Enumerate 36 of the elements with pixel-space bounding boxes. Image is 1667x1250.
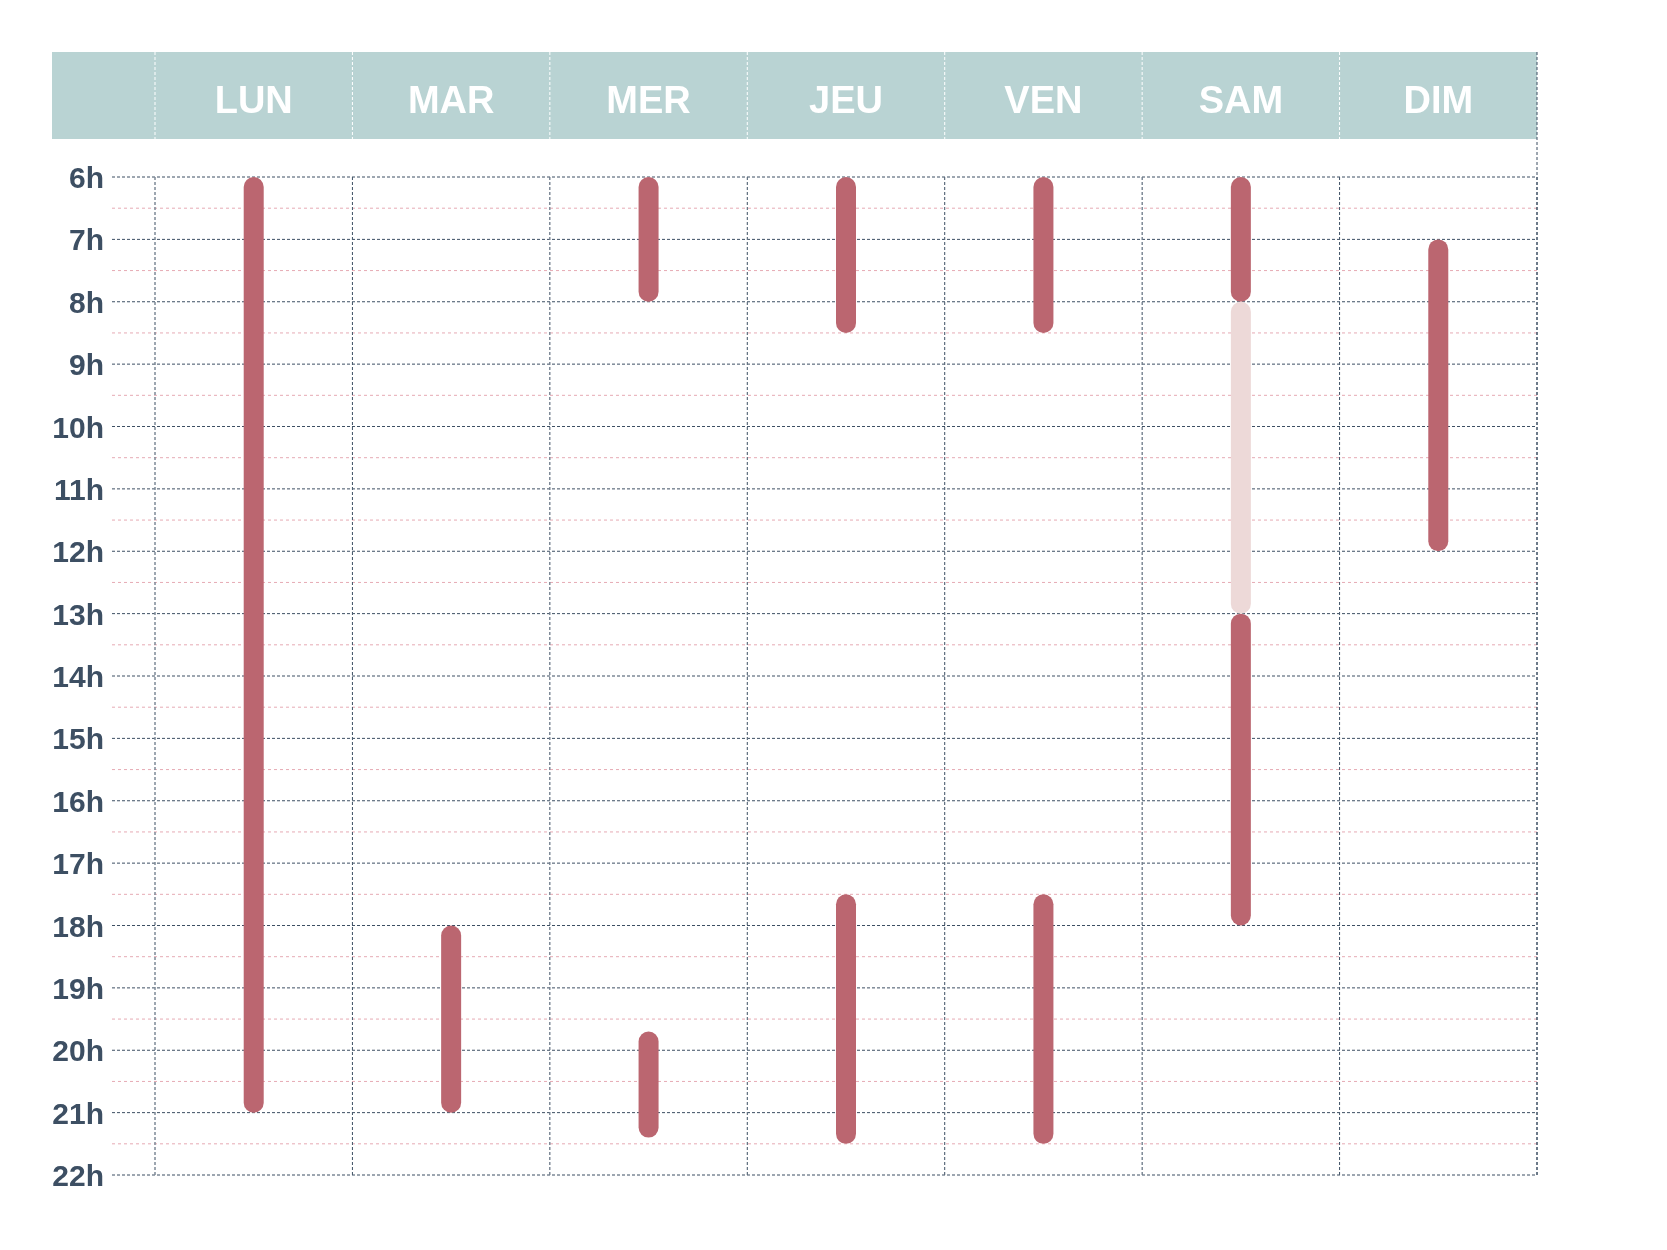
- y-tick-label: 7h: [68, 223, 104, 257]
- y-tick-label: 9h: [68, 348, 104, 382]
- bar: [1033, 177, 1054, 333]
- x-tick-label: MAR: [407, 78, 495, 121]
- y-tick-label: 19h: [52, 971, 104, 1005]
- x-tick-label: MER: [606, 78, 691, 121]
- y-tick-label: 17h: [52, 847, 104, 881]
- bar: [638, 1031, 659, 1138]
- y-tick-label: 16h: [52, 784, 104, 818]
- bar: [1428, 239, 1449, 552]
- bar: [638, 177, 659, 302]
- bar: [836, 894, 856, 1144]
- y-tick-label: 14h: [52, 660, 104, 693]
- bar: [836, 177, 856, 333]
- bar: [243, 177, 264, 1113]
- bar: [1230, 301, 1251, 614]
- x-tick-label: SAM: [1198, 78, 1284, 121]
- bar: [1230, 177, 1251, 302]
- y-tick-label: 11h: [53, 472, 104, 506]
- y-tick-label: 10h: [52, 410, 104, 444]
- y-tick-label: 21h: [52, 1096, 104, 1130]
- y-tick-label: 20h: [52, 1034, 104, 1068]
- x-tick-label: JEU: [809, 78, 883, 121]
- bar: [1033, 894, 1054, 1144]
- x-tick-label: LUN: [214, 78, 293, 121]
- bar: [1230, 613, 1251, 926]
- y-tick-label: 12h: [52, 535, 104, 569]
- y-tick-label: 13h: [52, 597, 104, 631]
- y-tick-label: 15h: [52, 722, 104, 756]
- bar: [441, 925, 462, 1113]
- y-tick-label: 22h: [52, 1159, 104, 1192]
- x-tick-label: VEN: [1004, 78, 1083, 121]
- y-tick-label: 6h: [68, 161, 104, 194]
- x-tick-label: DIM: [1403, 78, 1474, 121]
- y-tick-label: 18h: [52, 909, 104, 943]
- y-tick-label: 8h: [68, 285, 104, 319]
